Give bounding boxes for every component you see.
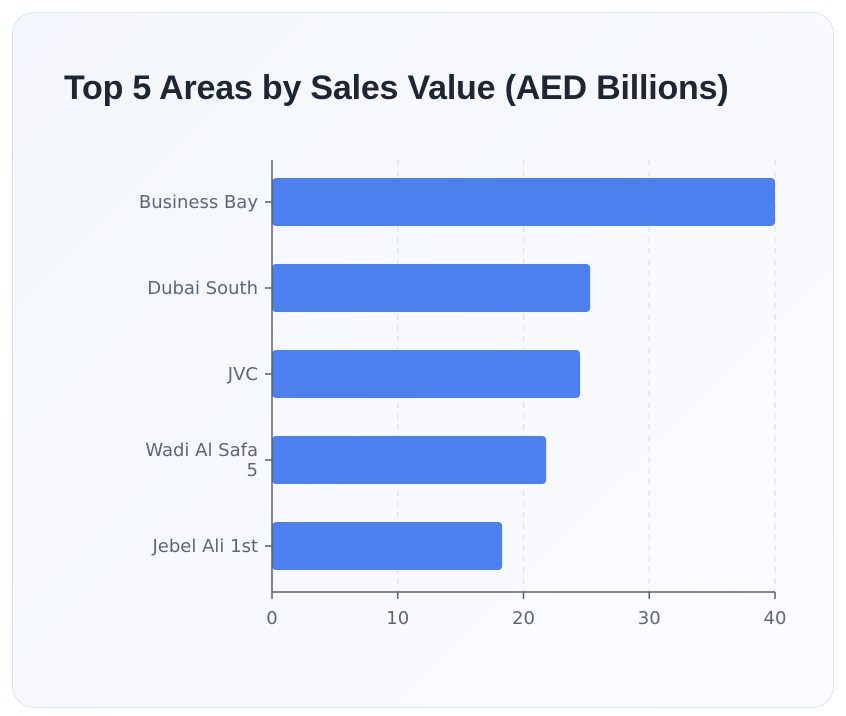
category-label: Wadi Al Safa 5 [145, 440, 258, 481]
category-label: JVC [227, 364, 258, 385]
category-label-line: Wadi Al Safa [145, 440, 258, 461]
category-label-line: Dubai South [147, 278, 258, 299]
category-label: Jebel Ali 1st [151, 536, 258, 557]
bar [272, 178, 775, 226]
category-label-line: 5 [247, 460, 258, 481]
bar [272, 264, 591, 312]
category-label-line: JVC [227, 364, 258, 385]
x-tick-label: 40 [764, 608, 787, 629]
category-label: Business Bay [139, 192, 258, 213]
bar [272, 436, 547, 484]
x-tick-label: 30 [638, 608, 661, 629]
x-tick-label: 20 [512, 608, 535, 629]
x-tick-label: 0 [266, 608, 277, 629]
category-label-line: Jebel Ali 1st [151, 536, 258, 557]
category-label-line: Business Bay [139, 192, 258, 213]
bar [272, 350, 581, 398]
bar [272, 522, 503, 570]
chart-title: Top 5 Areas by Sales Value (AED Billions… [64, 69, 729, 107]
category-label: Dubai South [147, 278, 258, 299]
x-tick-label: 10 [386, 608, 409, 629]
